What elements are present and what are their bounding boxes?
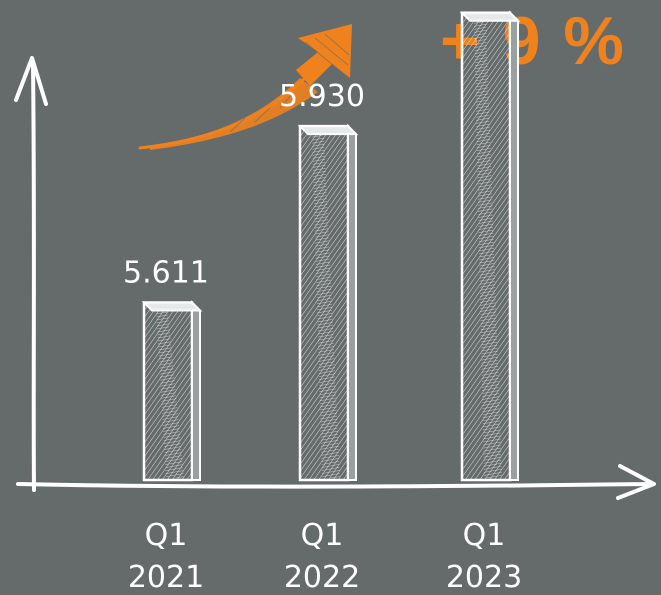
category-year-label-2: 2022 bbox=[284, 560, 360, 595]
x-axis bbox=[16, 464, 656, 500]
value-label-3: 6.135 bbox=[441, 0, 527, 1]
category-year-label-3: 2023 bbox=[446, 560, 522, 595]
y-axis bbox=[14, 56, 48, 492]
category-label-3: Q1 bbox=[463, 518, 506, 553]
category-label-1: Q1 bbox=[145, 518, 188, 553]
bar-2 bbox=[297, 123, 359, 482]
bar-3 bbox=[459, 10, 521, 482]
category-year-label-1: 2021 bbox=[128, 560, 204, 595]
rising-trend-arrow-icon bbox=[138, 24, 352, 150]
bar-1 bbox=[141, 300, 203, 482]
value-label-1: 5.611 bbox=[123, 255, 209, 290]
value-label-2: 5.930 bbox=[279, 79, 365, 114]
category-label-2: Q1 bbox=[301, 518, 344, 553]
